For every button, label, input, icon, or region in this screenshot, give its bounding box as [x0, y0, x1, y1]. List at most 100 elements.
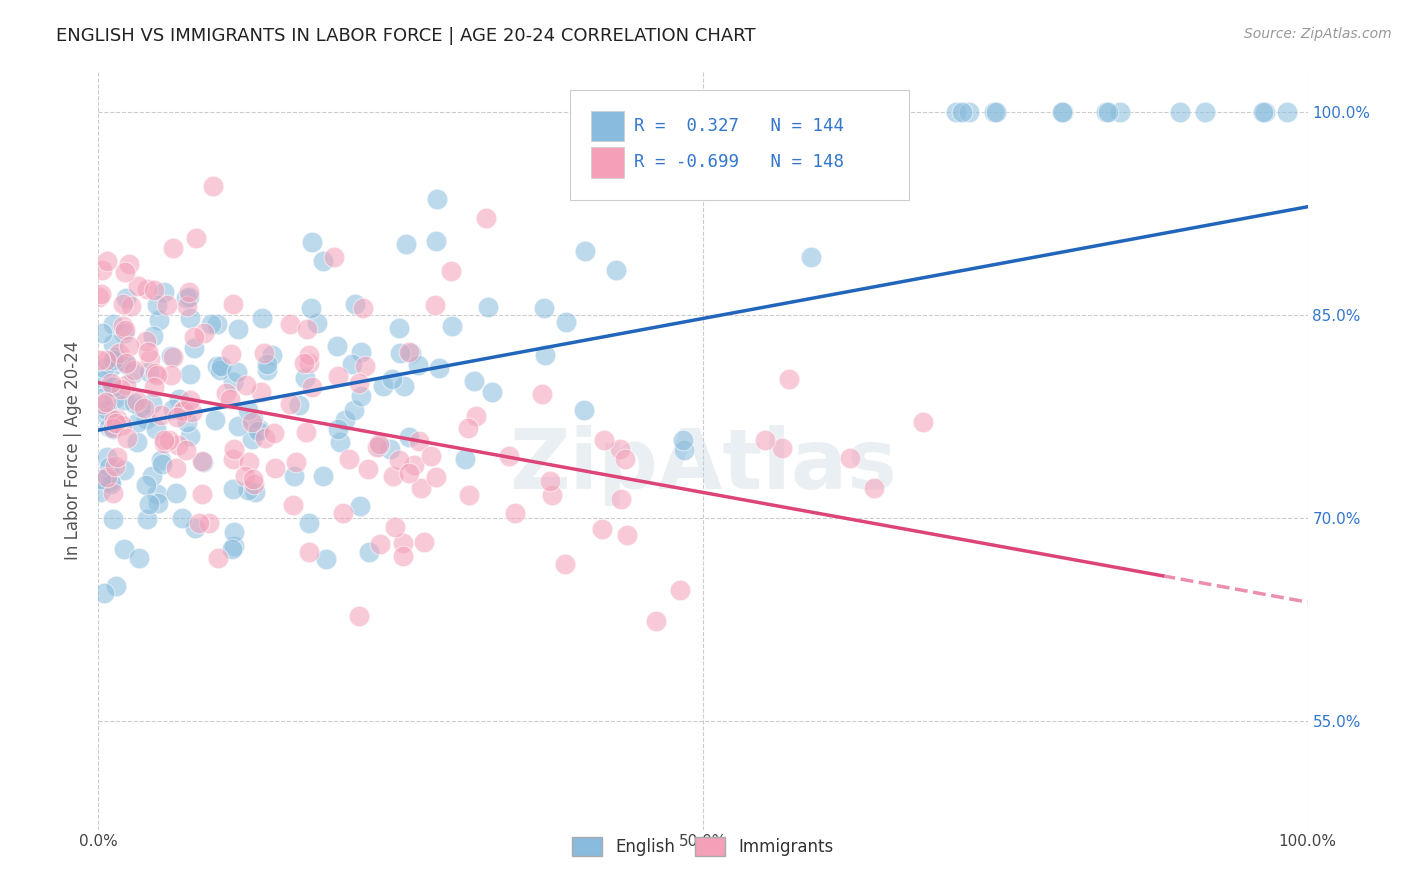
Point [326, 339, 349, 353]
Point [347, 376, 370, 391]
Point [162, 241, 184, 255]
Point [226, 418, 249, 433]
Point [986, 105, 1008, 120]
Point [1052, 105, 1074, 120]
Point [283, 498, 305, 512]
Point [89, 353, 111, 368]
Point [574, 244, 596, 258]
Point [143, 283, 166, 297]
Point [145, 422, 167, 436]
Point [160, 349, 183, 363]
Point [613, 451, 636, 466]
Point [179, 290, 201, 304]
Point [105, 578, 128, 592]
Point [114, 265, 136, 279]
Point [299, 301, 322, 315]
Point [427, 361, 450, 376]
Point [1194, 105, 1216, 120]
Point [132, 401, 155, 415]
Point [531, 387, 554, 401]
Point [226, 322, 249, 336]
Point [353, 359, 375, 373]
Point [242, 412, 264, 426]
Point [285, 455, 308, 469]
Point [135, 412, 157, 426]
Point [104, 459, 127, 474]
Point [122, 362, 145, 376]
Point [591, 522, 613, 536]
Point [357, 544, 380, 558]
Point [329, 434, 352, 449]
Point [98, 459, 121, 474]
Point [100, 376, 122, 390]
Point [146, 368, 169, 382]
Point [264, 460, 287, 475]
Point [481, 384, 503, 399]
Point [176, 299, 198, 313]
Point [172, 404, 194, 418]
Point [172, 511, 194, 525]
Point [240, 432, 263, 446]
Point [263, 425, 285, 440]
Point [93, 586, 115, 600]
Point [90, 391, 112, 405]
Point [186, 231, 208, 245]
Point [120, 299, 142, 313]
Point [475, 211, 498, 226]
Point [159, 368, 181, 382]
Point [104, 416, 127, 430]
Point [368, 537, 391, 551]
Point [111, 296, 134, 310]
Point [292, 356, 315, 370]
Point [253, 346, 276, 360]
Point [610, 491, 633, 506]
FancyBboxPatch shape [591, 111, 624, 141]
Point [440, 264, 463, 278]
Point [242, 472, 264, 486]
Point [945, 105, 967, 120]
Point [333, 413, 356, 427]
Point [1168, 105, 1191, 120]
Point [136, 282, 159, 296]
Point [425, 234, 447, 248]
Point [323, 250, 346, 264]
Point [96, 450, 118, 464]
Point [115, 378, 138, 392]
Point [183, 330, 205, 344]
Point [402, 458, 425, 472]
Legend: English, Immigrants: English, Immigrants [565, 830, 841, 863]
Point [138, 345, 160, 359]
Point [127, 279, 149, 293]
Point [205, 359, 228, 373]
Point [312, 254, 335, 268]
Point [204, 413, 226, 427]
Point [392, 379, 415, 393]
Point [165, 486, 187, 500]
Point [202, 178, 225, 193]
Point [235, 378, 257, 392]
Point [294, 425, 316, 440]
Point [96, 409, 118, 423]
Point [103, 485, 125, 500]
Point [115, 291, 138, 305]
Point [754, 434, 776, 448]
Point [457, 421, 479, 435]
Point [672, 443, 695, 458]
Point [852, 105, 875, 120]
Point [174, 443, 197, 458]
Point [103, 318, 125, 332]
Point [337, 452, 360, 467]
Point [388, 453, 411, 467]
Point [344, 297, 367, 311]
Point [381, 371, 404, 385]
Point [440, 319, 463, 334]
Point [457, 488, 479, 502]
Point [179, 367, 201, 381]
Point [205, 317, 228, 331]
Point [645, 614, 668, 628]
Point [238, 483, 260, 498]
Point [207, 551, 229, 566]
Point [101, 422, 124, 436]
Point [538, 475, 561, 489]
Point [138, 352, 160, 367]
